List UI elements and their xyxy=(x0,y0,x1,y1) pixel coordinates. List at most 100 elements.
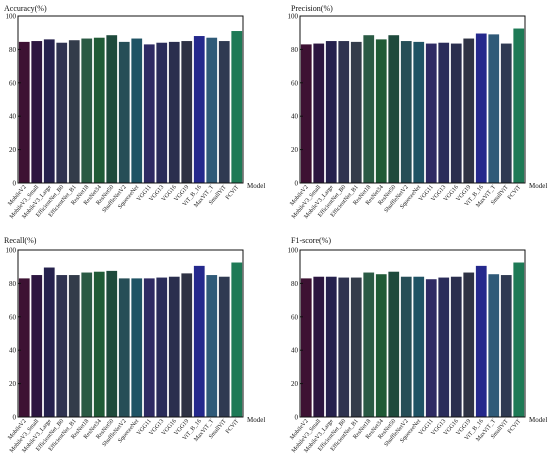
f1-score-bar-shufflenetv2 xyxy=(400,276,412,417)
precision-bar-shufflenetv2 xyxy=(400,41,412,183)
accuracy-y-tick-label: 20 xyxy=(9,146,17,154)
precision-bar-smallvit xyxy=(500,43,512,184)
f1-score-bar-resnet50 xyxy=(388,271,400,417)
f1-score-bar-vgg16 xyxy=(450,276,462,417)
recall-bar-maxvit_t xyxy=(206,275,218,417)
precision-bar-vgg19 xyxy=(463,38,475,183)
accuracy-bar-vgg16 xyxy=(168,41,180,183)
accuracy-bar-vgg11 xyxy=(143,44,155,183)
precision-y-tick-label: 80 xyxy=(291,46,299,54)
f1-score-bar-vgg13 xyxy=(438,277,450,417)
recall-bar-resnet18 xyxy=(81,272,93,417)
accuracy-x-tick-label: FCViT xyxy=(225,184,241,201)
precision-bar-efficientnet_b1 xyxy=(350,41,362,183)
recall-bar-vgg16 xyxy=(168,276,180,417)
recall-bar-vgg19 xyxy=(181,273,193,417)
recall-title: Recall(%) xyxy=(4,236,37,245)
accuracy-bar-efficientnet_b0 xyxy=(56,42,68,183)
precision-y-tick-label: 60 xyxy=(291,79,299,87)
accuracy-x-axis-label: Model xyxy=(247,182,265,190)
precision-y-tick-label: 100 xyxy=(288,13,299,21)
f1-score-y-tick-label: 80 xyxy=(291,280,299,288)
recall-bar-vgg11 xyxy=(143,278,155,417)
f1-score-panel: F1-score(%) Model 020406080100MobileV2Mo… xyxy=(288,236,548,454)
recall-x-axis-label: Model xyxy=(247,416,265,424)
precision-y-tick-label: 0 xyxy=(295,180,299,188)
precision-bar-efficientnet_b0 xyxy=(338,41,350,183)
f1-score-bar-squeezenet xyxy=(413,276,425,417)
accuracy-bar-resnet34 xyxy=(93,37,105,184)
accuracy-y-tick-label: 60 xyxy=(9,79,17,87)
recall-bar-mobilev3_small xyxy=(31,275,43,417)
accuracy-bar-vit_b_16 xyxy=(193,36,205,183)
recall-y-tick-label: 100 xyxy=(6,247,17,255)
f1-score-bar-resnet18 xyxy=(363,272,375,417)
f1-score-y-tick-label: 0 xyxy=(295,414,299,422)
accuracy-y-tick-label: 80 xyxy=(9,46,17,54)
recall-bar-vit_b_16 xyxy=(193,265,205,417)
precision-bar-squeezenet xyxy=(413,41,425,183)
f1-score-bar-fcvit xyxy=(513,262,525,417)
f1-score-bar-mobilev2 xyxy=(300,278,312,417)
f1-score-bar-efficientnet_b0 xyxy=(338,277,350,417)
recall-bar-efficientnet_b1 xyxy=(68,275,80,417)
recall-y-tick-label: 60 xyxy=(9,313,17,321)
precision-bar-mobilev3_small xyxy=(313,43,325,184)
precision-x-tick-label: FCViT xyxy=(507,184,523,201)
accuracy-bar-mobilev2 xyxy=(18,41,30,183)
f1-score-bar-vgg11 xyxy=(425,279,437,417)
precision-bar-mobilev2 xyxy=(300,44,312,183)
f1-score-y-tick-label: 40 xyxy=(291,347,299,355)
recall-bar-smallvit xyxy=(218,276,230,417)
recall-bar-vgg13 xyxy=(156,277,168,417)
recall-y-tick-label: 40 xyxy=(9,347,17,355)
f1-score-bar-maxvit_t xyxy=(488,274,500,417)
recall-y-tick-label: 0 xyxy=(13,414,17,422)
f1-score-y-tick-label: 60 xyxy=(291,313,299,321)
f1-score-bar-smallvit xyxy=(500,275,512,417)
accuracy-panel: Accuracy(%) Model 020406080100MobileV2Mo… xyxy=(4,4,265,220)
recall-plot-frame xyxy=(17,249,244,418)
accuracy-bar-squeezenet xyxy=(131,38,143,183)
recall-x-tick-label: FCViT xyxy=(225,418,241,435)
f1-score-bar-mobilev3_small xyxy=(313,276,325,417)
accuracy-bar-fcvit xyxy=(231,31,243,184)
precision-bar-vgg13 xyxy=(438,42,450,183)
recall-y-tick-label: 20 xyxy=(9,380,17,388)
f1-score-title: F1-score(%) xyxy=(291,236,331,245)
precision-plot-frame xyxy=(299,15,526,184)
f1-score-x-axis-label: Model xyxy=(529,416,547,424)
precision-bar-maxvit_t xyxy=(488,34,500,184)
accuracy-bar-mobilev3_small xyxy=(31,41,43,183)
accuracy-bar-shufflenetv2 xyxy=(118,41,130,183)
accuracy-bar-resnet18 xyxy=(81,38,93,183)
precision-panel: Precision(%) Model 020406080100MobileV2M… xyxy=(288,4,548,220)
recall-panel: Recall(%) Model 020406080100MobileV2Mobi… xyxy=(4,236,265,454)
precision-y-tick-label: 20 xyxy=(291,146,299,154)
accuracy-y-tick-label: 40 xyxy=(9,113,17,121)
recall-bar-mobilev2 xyxy=(18,278,30,417)
recall-bar-shufflenetv2 xyxy=(118,278,130,417)
f1-score-bar-vgg19 xyxy=(463,272,475,417)
f1-score-bar-resnet34 xyxy=(375,274,387,417)
precision-bar-vgg11 xyxy=(425,43,437,184)
f1-score-y-tick-label: 20 xyxy=(291,380,299,388)
accuracy-plot-frame xyxy=(17,15,244,184)
accuracy-bar-efficientnet_b1 xyxy=(68,40,80,183)
f1-score-bar-vit_b_16 xyxy=(475,265,487,417)
f1-score-bar-efficientnet_b1 xyxy=(350,277,362,417)
precision-bar-resnet18 xyxy=(363,35,375,184)
precision-y-tick-label: 40 xyxy=(291,113,299,121)
accuracy-bar-mobilev3_large xyxy=(43,39,55,183)
recall-bar-resnet34 xyxy=(93,271,105,417)
f1-score-plot-frame xyxy=(299,249,526,418)
precision-bar-resnet50 xyxy=(388,35,400,184)
accuracy-y-tick-label: 100 xyxy=(6,13,17,21)
accuracy-bar-smallvit xyxy=(218,41,230,183)
f1-score-bar-mobilev3_large xyxy=(325,276,337,417)
accuracy-bar-vgg19 xyxy=(181,41,193,183)
accuracy-bar-resnet50 xyxy=(106,35,118,184)
precision-bar-vgg16 xyxy=(450,43,462,184)
accuracy-bar-maxvit_t xyxy=(206,37,218,184)
